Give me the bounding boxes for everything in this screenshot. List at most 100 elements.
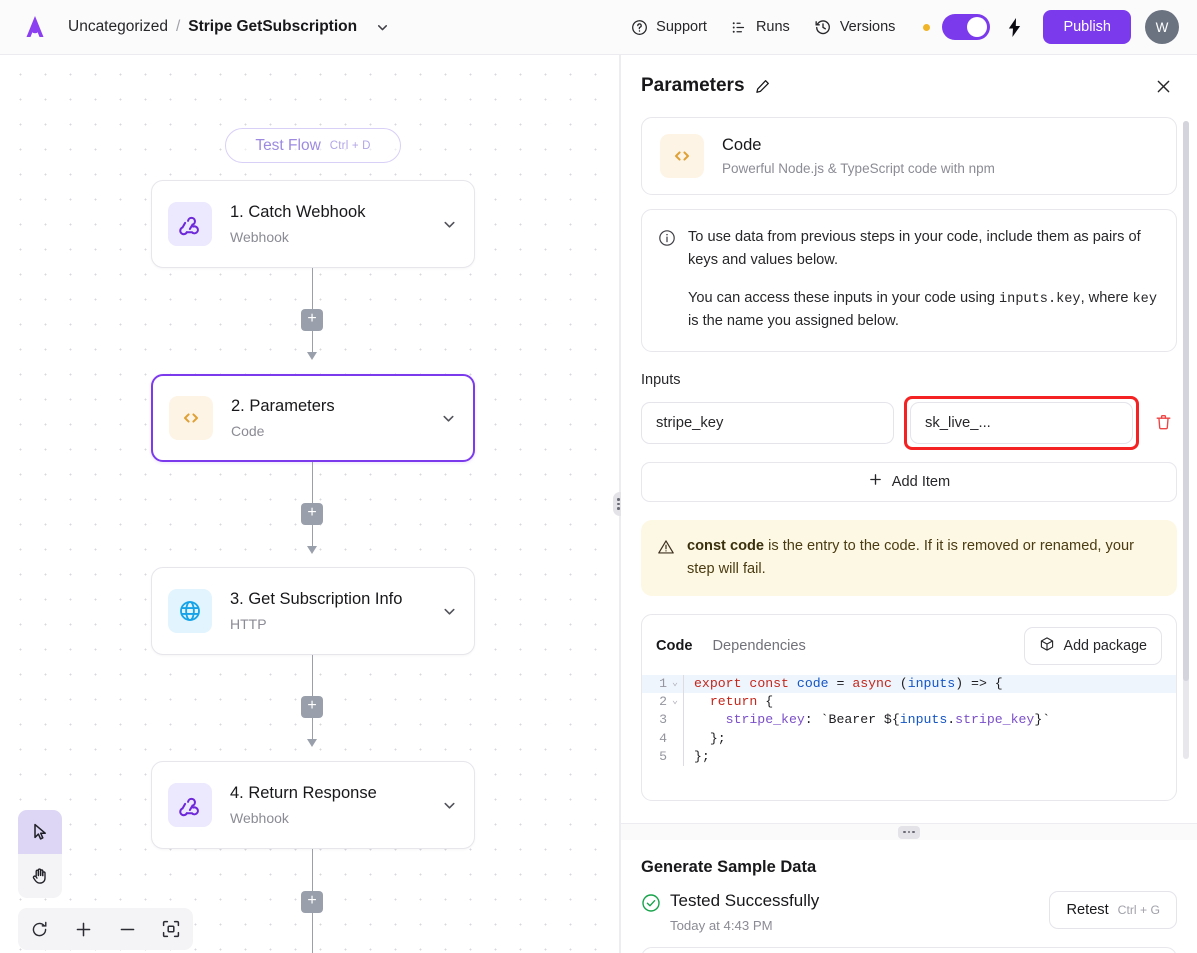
brand-a-logo[interactable]	[18, 10, 52, 44]
pan-tool[interactable]	[18, 854, 62, 898]
add-item-button[interactable]: Add Item	[641, 461, 1177, 502]
info-p2-after: is the name you assigned below.	[688, 313, 899, 330]
breadcrumb: Uncategorized / Stripe GetSubscription	[68, 18, 390, 36]
step-type-card[interactable]: Code Powerful Node.js & TypeScript code …	[641, 117, 1177, 195]
node-expand-chevron-icon[interactable]	[441, 216, 458, 233]
code-fold-chevron-icon[interactable]: ⌄	[672, 678, 679, 690]
fit-screen-icon[interactable]	[152, 910, 190, 948]
retest-shortcut: Ctrl + G	[1117, 903, 1160, 917]
code-line-number: 4	[659, 730, 667, 746]
node-expand-chevron-icon[interactable]	[441, 603, 458, 620]
node-title: 1. Catch Webhook	[230, 203, 366, 221]
parameters-panel: Parameters Code Powerful Node.js & TypeS…	[621, 55, 1197, 953]
support-button[interactable]: Support	[619, 13, 719, 42]
info-code-inputs-key: inputs.key	[999, 292, 1081, 308]
code-gutter-divider	[683, 711, 684, 730]
avatar[interactable]: W	[1145, 10, 1179, 44]
retest-label: Retest	[1066, 902, 1109, 918]
close-icon[interactable]	[1154, 77, 1173, 96]
code-fold-chevron-icon[interactable]: ⌄	[672, 696, 679, 708]
plus-icon[interactable]	[65, 910, 103, 948]
history-clock-icon	[814, 18, 832, 36]
info-paragraph-2: You can access these inputs in your code…	[688, 287, 1158, 333]
code-gutter-divider	[683, 747, 684, 767]
flow-node-1[interactable]: 1. Catch Webhook Webhook	[151, 180, 475, 268]
node-expand-chevron-icon[interactable]	[441, 797, 458, 814]
retest-button[interactable]: Retest Ctrl + G	[1049, 891, 1177, 929]
inputs-section-label: Inputs	[641, 371, 681, 388]
code-line-number: 2	[659, 694, 667, 710]
tab-code[interactable]: Code	[656, 638, 693, 655]
code-line-text: };	[694, 730, 726, 746]
flow-node-4[interactable]: 4. Return Response Webhook	[151, 761, 475, 849]
code-line-number: 1	[659, 676, 667, 692]
breadcrumb-root[interactable]: Uncategorized	[68, 18, 168, 35]
flow-canvas[interactable]: Test Flow Ctrl + D 1. Catch Webhook Webh…	[0, 55, 620, 953]
input-key-field[interactable]: stripe_key	[641, 401, 894, 444]
connector-2-3: +	[301, 462, 323, 566]
code-line[interactable]: 5};	[642, 747, 1176, 767]
code-gutter-divider	[683, 729, 684, 748]
refresh-icon[interactable]	[21, 910, 59, 948]
code-gutter-divider	[683, 675, 684, 694]
info-p2-middle: , where	[1080, 290, 1133, 307]
panel-scroll-area: Code Powerful Node.js & TypeScript code …	[621, 117, 1197, 823]
minus-icon[interactable]	[108, 910, 146, 948]
warning-triangle-icon	[657, 538, 675, 580]
panel-scrollbar[interactable]	[1183, 121, 1189, 759]
runs-label: Runs	[755, 19, 790, 35]
editor-resize-handle[interactable]	[898, 825, 920, 839]
flow-node-3[interactable]: 3. Get Subscription Info HTTP	[151, 567, 475, 655]
panel-scrollbar-thumb[interactable]	[1183, 121, 1189, 681]
versions-button[interactable]: Versions	[802, 12, 908, 42]
package-box-icon	[1039, 636, 1055, 656]
add-step-button[interactable]: +	[301, 309, 323, 331]
list-icon	[731, 19, 748, 36]
code-line[interactable]: 1 ⌄ export const code = async (inputs) => …	[642, 675, 1176, 694]
flow-node-2[interactable]: 2. Parameters Code	[151, 374, 475, 462]
node-title: 2. Parameters	[231, 397, 335, 415]
code-content[interactable]: 1 ⌄ export const code = async (inputs) => …	[642, 675, 1176, 767]
status-timestamp: Today at 4:43 PM	[670, 918, 773, 933]
connector-3-4: +	[301, 655, 323, 759]
trash-icon[interactable]	[1149, 413, 1177, 432]
add-item-label: Add Item	[891, 473, 951, 490]
canvas-zoom-dock	[18, 908, 193, 950]
info-paragraph-1: To use data from previous steps in your …	[688, 229, 1141, 268]
input-value-field[interactable]: sk_live_...	[910, 401, 1133, 444]
publish-button[interactable]: Publish	[1043, 10, 1131, 44]
lightning-bolt-icon[interactable]	[996, 14, 1033, 41]
test-flow-label: Test Flow	[255, 136, 321, 154]
node-title: 3. Get Subscription Info	[230, 590, 403, 608]
test-flow-shortcut: Ctrl + D	[329, 139, 371, 152]
info-code-key: key	[1132, 292, 1157, 308]
breadcrumb-current[interactable]: Stripe GetSubscription	[188, 18, 358, 35]
node-subtitle: Webhook	[230, 229, 289, 245]
canvas-tool-dock	[18, 810, 62, 898]
pencil-icon[interactable]	[754, 78, 771, 95]
add-package-button[interactable]: Add package	[1023, 627, 1162, 666]
add-step-button[interactable]: +	[301, 696, 323, 718]
section-title: Generate Sample Data	[641, 858, 817, 876]
node-expand-chevron-icon[interactable]	[440, 410, 457, 427]
select-tool[interactable]	[18, 810, 62, 854]
info-box: To use data from previous steps in your …	[641, 209, 1177, 352]
code-line[interactable]: 3 stripe_key: `Bearer ${inputs.stripe_ke…	[642, 711, 1176, 730]
code-editor: Code Dependencies Add package 1 ⌄ export c…	[641, 614, 1177, 802]
panel-header: Parameters	[621, 55, 1197, 113]
runs-button[interactable]: Runs	[719, 13, 802, 42]
add-step-button[interactable]: +	[301, 891, 323, 913]
generate-sample-data-section: Generate Sample Data Tested Successfully…	[621, 840, 1197, 953]
output-box: Output	[641, 947, 1177, 953]
code-line[interactable]: 2 ⌄ return {	[642, 693, 1176, 712]
test-flow-button[interactable]: Test Flow Ctrl + D	[225, 128, 401, 163]
add-step-button[interactable]: +	[301, 503, 323, 525]
step-card-subtitle: Powerful Node.js & TypeScript code with …	[722, 161, 995, 176]
tab-dependencies[interactable]: Dependencies	[712, 638, 806, 655]
code-line[interactable]: 4 };	[642, 729, 1176, 748]
warning-text: is the entry to the code. If it is remov…	[687, 537, 1134, 577]
check-circle-icon	[641, 893, 661, 918]
enable-flow-toggle[interactable]	[942, 14, 991, 40]
code-brackets-icon	[660, 134, 704, 178]
chevron-down-icon[interactable]	[375, 20, 390, 35]
